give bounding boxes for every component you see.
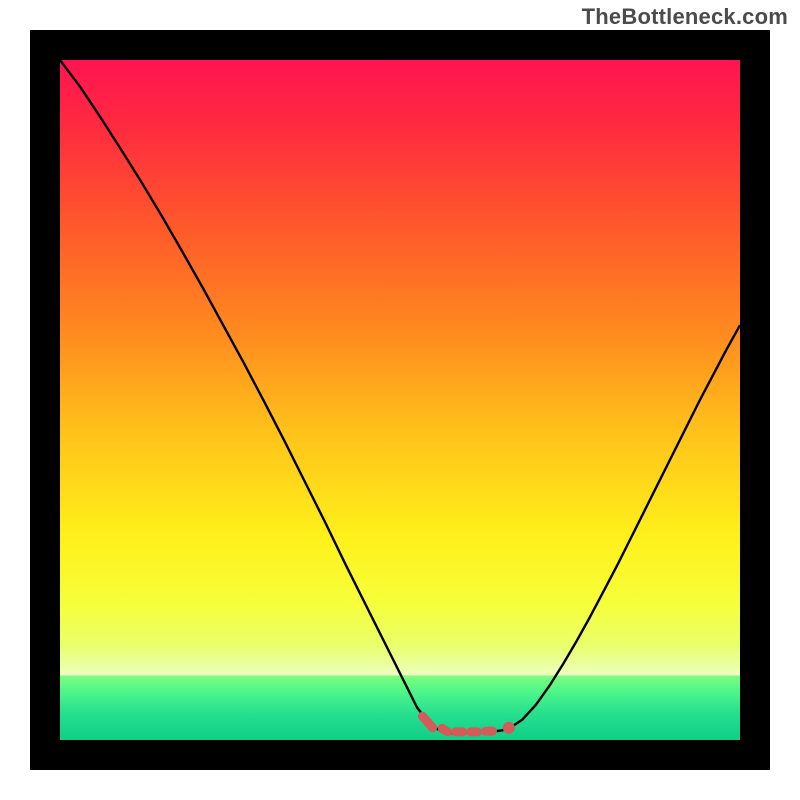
chart-background [60,60,740,740]
bottleneck-chart [0,0,800,800]
